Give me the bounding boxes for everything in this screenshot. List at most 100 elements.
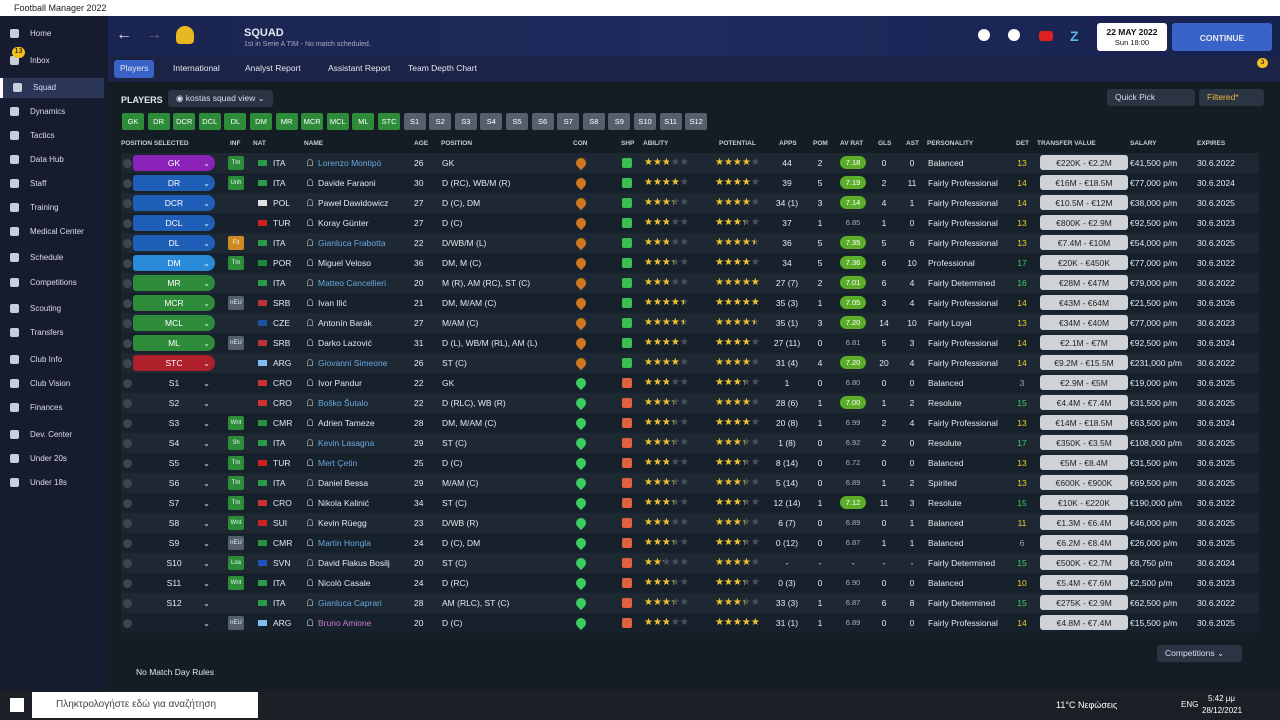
transfer-value[interactable]: €5.4M - €7.6M — [1040, 575, 1128, 590]
column-header[interactable]: POSITION SELECTED — [121, 140, 189, 147]
player-row[interactable]: MR ⌄ ITA Matteo Cancellieri 20 M (R), AM (RC)… — [121, 273, 1259, 293]
position-button[interactable]: S7 — [557, 113, 580, 130]
column-header[interactable]: APPS — [779, 140, 797, 147]
transfer-value[interactable]: €800K - €2.9M — [1040, 215, 1128, 230]
dropdown-arrow[interactable]: ⌄ — [203, 418, 211, 428]
player-row[interactable]: DCR⌄ POL Paweł Dawidowicz 27 D (C), DM 34 (1)… — [121, 193, 1259, 213]
dropdown-arrow[interactable]: ⌄ — [203, 538, 211, 548]
sidebar-item[interactable]: Staff — [0, 174, 104, 194]
column-header[interactable]: EXPIRES — [1197, 140, 1226, 147]
position-button[interactable]: S12 — [685, 113, 708, 130]
position-button[interactable]: S3 — [454, 113, 477, 130]
column-header[interactable]: POTENTIAL — [719, 140, 756, 147]
position-selected[interactable]: S9 — [168, 538, 180, 548]
sidebar-item[interactable]: Medical Center — [0, 222, 104, 242]
position-selected[interactable]: S1 — [168, 378, 180, 388]
player-row[interactable]: S1 ⌄ CRO Ivor Pandur 22 GK 1 0 6.80 0 0 Balanced 3 €2… — [121, 373, 1259, 393]
dropdown-arrow[interactable]: ⌄ — [203, 258, 211, 268]
transfer-value[interactable]: €220K - €2.2M — [1040, 155, 1128, 170]
search-box[interactable]: Πληκτρολογήστε εδώ για αναζήτηση — [32, 692, 258, 718]
position-selected[interactable]: S10 — [166, 558, 182, 568]
player-name[interactable]: Ivan Ilić — [318, 298, 347, 308]
column-header[interactable]: GLS — [878, 140, 892, 147]
column-header[interactable]: ABILITY — [643, 140, 669, 147]
view-dropdown[interactable]: ◉ kostas squad view ⌄ — [168, 90, 273, 107]
column-header[interactable]: DET — [1016, 140, 1029, 147]
transfer-value[interactable]: €10.5M - €12M — [1040, 195, 1128, 210]
position-button[interactable]: S8 — [582, 113, 605, 130]
position-selected[interactable]: DR — [133, 175, 215, 191]
dropdown-arrow[interactable]: ⌄ — [203, 218, 211, 228]
sidebar-item[interactable]: Club Vision — [0, 374, 104, 394]
position-button[interactable]: S9 — [608, 113, 631, 130]
column-header[interactable]: AGE — [414, 140, 429, 147]
transfer-value[interactable]: €1.3M - €6.4M — [1040, 515, 1128, 530]
column-header[interactable]: NAME — [304, 140, 324, 147]
player-row[interactable]: S9 ⌄ nEU CMR Martin Hongla 24 D (C), DM 0 (12) 0… — [121, 533, 1259, 553]
dropdown-arrow[interactable]: ⌄ — [203, 558, 211, 568]
player-name[interactable]: Adrien Tameze — [318, 418, 375, 428]
position-button[interactable]: S5 — [506, 113, 528, 130]
position-selected[interactable]: STC — [133, 355, 215, 371]
player-name[interactable]: Giovanni Simeone — [318, 358, 388, 368]
position-button[interactable]: DCL — [198, 113, 221, 130]
dropdown-arrow[interactable]: ⌄ — [203, 358, 211, 368]
player-row[interactable]: S6 ⌄ Tm ITA Daniel Bessa 29 M/AM (C) 5 (14) 0 6.8… — [121, 473, 1259, 493]
dropdown-arrow[interactable]: ⌄ — [203, 398, 211, 408]
player-row[interactable]: ML ⌄ nEU SRB Darko Lazović 31 D (L), WB/M (RL)… — [121, 333, 1259, 353]
player-name[interactable]: Martin Hongla — [318, 538, 371, 548]
position-selected[interactable]: S6 — [168, 478, 180, 488]
column-header[interactable]: PERSONALITY — [927, 140, 974, 147]
sidebar-item[interactable]: Dev. Center — [0, 425, 104, 445]
sidebar-item[interactable]: Scouting — [0, 299, 104, 319]
position-button[interactable]: DL — [224, 113, 247, 130]
transfer-value[interactable]: €9.2M - €15.5M — [1040, 355, 1128, 370]
column-header[interactable]: CON — [573, 140, 588, 147]
position-selected[interactable]: S8 — [168, 518, 180, 528]
transfer-value[interactable]: €4.4M - €7.4M — [1040, 395, 1128, 410]
icon-world[interactable] — [978, 29, 990, 41]
position-selected[interactable]: ML — [133, 335, 215, 351]
club-badge[interactable] — [176, 26, 194, 44]
player-name[interactable]: Mert Çetin — [318, 458, 358, 468]
player-row[interactable]: DL⌄ Fit ITA Gianluca Frabotta 22 D/WB/M (L) 36… — [121, 233, 1259, 253]
column-header[interactable]: SHP — [621, 140, 635, 147]
position-button[interactable]: DCR — [173, 113, 196, 130]
position-button[interactable]: S6 — [531, 113, 554, 130]
sidebar-item[interactable]: Under 20s — [0, 449, 104, 469]
player-row[interactable]: S8 ⌄ Wnt SUI Kevin Rüegg 23 D/WB (R) 6 (7) 0 6.89… — [121, 513, 1259, 533]
transfer-value[interactable]: €10K - €220K — [1040, 495, 1128, 510]
column-header[interactable]: SALARY — [1130, 140, 1157, 147]
position-button[interactable]: MCL — [326, 113, 349, 130]
player-row[interactable]: MCR⌄ nEU SRB Ivan Ilić 21 DM, M/AM (C) 35 (3) 1… — [121, 293, 1259, 313]
transfer-value[interactable]: €16M - €18.5M — [1040, 175, 1128, 190]
position-selected[interactable]: DM — [133, 255, 215, 271]
dropdown-arrow[interactable]: ⌄ — [203, 598, 211, 608]
quick-pick[interactable]: Quick Pick — [1107, 89, 1195, 106]
player-name[interactable]: Darko Lazović — [318, 338, 372, 348]
player-name[interactable]: Nikola Kalinić — [318, 498, 370, 508]
column-header[interactable]: POSITION — [441, 140, 473, 147]
player-name[interactable]: Bruno Amione — [318, 618, 372, 628]
dropdown-arrow[interactable]: ⌄ — [203, 298, 211, 308]
player-row[interactable]: S7 ⌄ Tm CRO Nikola Kalinić 34 ST (C) 12 (14) 1 7.… — [121, 493, 1259, 513]
player-row[interactable]: STC⌄ ARG Giovanni Simeone 26 ST (C) 31 (4) 4 7.… — [121, 353, 1259, 373]
transfer-value[interactable]: €6.2M - €8.4M — [1040, 535, 1128, 550]
transfer-value[interactable]: €4.8M - €7.4M — [1040, 615, 1128, 630]
dropdown-arrow[interactable]: ⌄ — [203, 338, 211, 348]
sidebar-item[interactable]: Schedule — [0, 248, 104, 268]
dropdown-arrow[interactable]: ⌄ — [203, 458, 211, 468]
position-button[interactable]: STC — [378, 113, 400, 130]
tab[interactable]: Players — [114, 60, 155, 78]
column-header[interactable]: TRANSFER VALUE — [1037, 140, 1096, 147]
tab[interactable]: Team Depth Chart — [408, 63, 477, 73]
player-row[interactable]: ⌄ nEU ARG Bruno Amione 20 D (C) 31 (1) 1 6.89 0 0 F… — [121, 613, 1259, 633]
player-name[interactable]: David Flakus Bosilj — [318, 558, 390, 568]
position-button[interactable]: S11 — [659, 113, 682, 130]
position-selected[interactable]: DCL — [133, 215, 215, 231]
position-selected[interactable]: S7 — [168, 498, 180, 508]
filtered[interactable]: Filtered* — [1199, 89, 1264, 106]
sidebar-item[interactable]: Data Hub — [0, 150, 104, 170]
dropdown-arrow[interactable]: ⌄ — [203, 178, 211, 188]
